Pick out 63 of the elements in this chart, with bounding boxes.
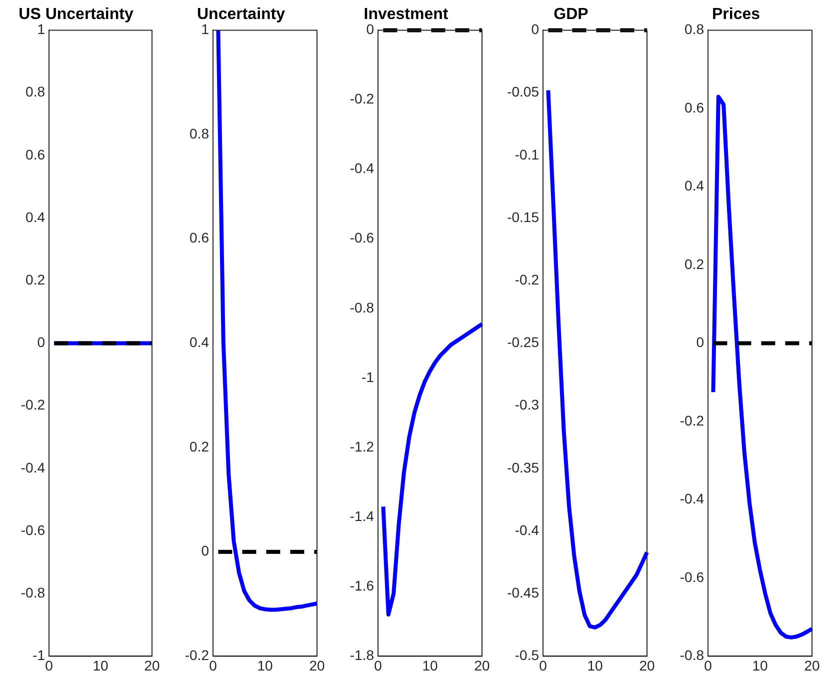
y-tick-label: 0.8	[26, 84, 46, 100]
y-tick-label: 0	[696, 334, 704, 350]
y-tick-label: -0.3	[514, 396, 540, 413]
y-tick-label: -0.6	[350, 230, 374, 246]
y-tick-label: -0.5	[514, 647, 540, 664]
y-tick-label: 0.6	[190, 230, 210, 246]
y-tick-label: -0.6	[20, 522, 46, 538]
x-tick-label: 10	[92, 657, 108, 674]
y-tick-label: -0.8	[350, 299, 374, 316]
y-tick-label: -1.6	[350, 578, 374, 594]
y-tick-label: -0.6	[680, 568, 704, 585]
x-tick-label: 10	[752, 657, 768, 674]
y-tick-label: -0.2	[20, 396, 46, 413]
y-tick-label: -1.8	[350, 647, 374, 664]
y-tick-label: 0.2	[684, 256, 704, 272]
y-tick-label: -1.4	[350, 508, 374, 524]
y-tick-label: 0.8	[684, 21, 704, 38]
x-tick-label: 10	[587, 657, 603, 674]
y-tick-label: -0.8	[20, 584, 46, 600]
y-tick-label: 0.4	[190, 334, 210, 350]
y-tick-label: -0.1	[514, 146, 540, 162]
y-tick-label: 1	[37, 21, 46, 38]
x-tick-label: 20	[639, 657, 655, 674]
y-tick-label: -0.2	[350, 90, 374, 107]
y-tick-label: -0.25	[507, 334, 540, 350]
x-tick-label: 10	[422, 657, 438, 674]
y-tick-label: 1	[201, 21, 210, 38]
y-tick-label: 0.2	[190, 438, 210, 454]
y-tick-label: -0.35	[507, 459, 540, 476]
y-tick-label: -0.8	[680, 647, 704, 664]
y-tick-label: 0.2	[26, 271, 46, 288]
y-tick-label: 0.4	[684, 178, 704, 194]
y-tick-label: 0.6	[684, 99, 704, 116]
chart-title: Uncertainty	[196, 6, 286, 24]
y-tick-label: -0.2	[514, 271, 540, 288]
y-tick-label: -1	[32, 647, 46, 664]
y-tick-label: -0.4	[350, 160, 374, 176]
y-tick-label: -0.2	[184, 647, 210, 664]
y-tick-label: 0	[201, 542, 210, 559]
chart-title: US Uncertainty	[18, 6, 134, 24]
chart-title: GDP	[554, 6, 589, 24]
chart-title: Prices	[712, 6, 760, 24]
y-tick-label: -0.45	[507, 584, 540, 600]
y-tick-label: -0.4	[514, 522, 540, 538]
y-tick-label: 0	[531, 21, 540, 38]
x-tick-label: 20	[144, 657, 160, 674]
y-tick-label: 0.4	[26, 208, 46, 225]
y-tick-label: 0.8	[190, 125, 210, 142]
y-tick-label: -0.2	[680, 412, 704, 428]
y-tick-label: -0.4	[20, 459, 46, 476]
y-tick-label: 0.6	[26, 146, 46, 162]
y-tick-label: 0	[366, 21, 374, 38]
x-tick-label: 20	[804, 657, 820, 674]
x-tick-label: 20	[309, 657, 325, 674]
y-tick-label: 0	[37, 334, 46, 350]
y-tick-label: -1	[362, 368, 374, 385]
x-tick-label: 10	[257, 657, 273, 674]
y-tick-label: -0.15	[507, 208, 540, 225]
chart-title: Investment	[364, 6, 449, 24]
y-tick-label: -1.2	[350, 438, 374, 454]
y-tick-label: -0.4	[680, 490, 704, 507]
y-tick-label: -0.05	[507, 84, 540, 100]
x-tick-label: 20	[474, 657, 490, 674]
